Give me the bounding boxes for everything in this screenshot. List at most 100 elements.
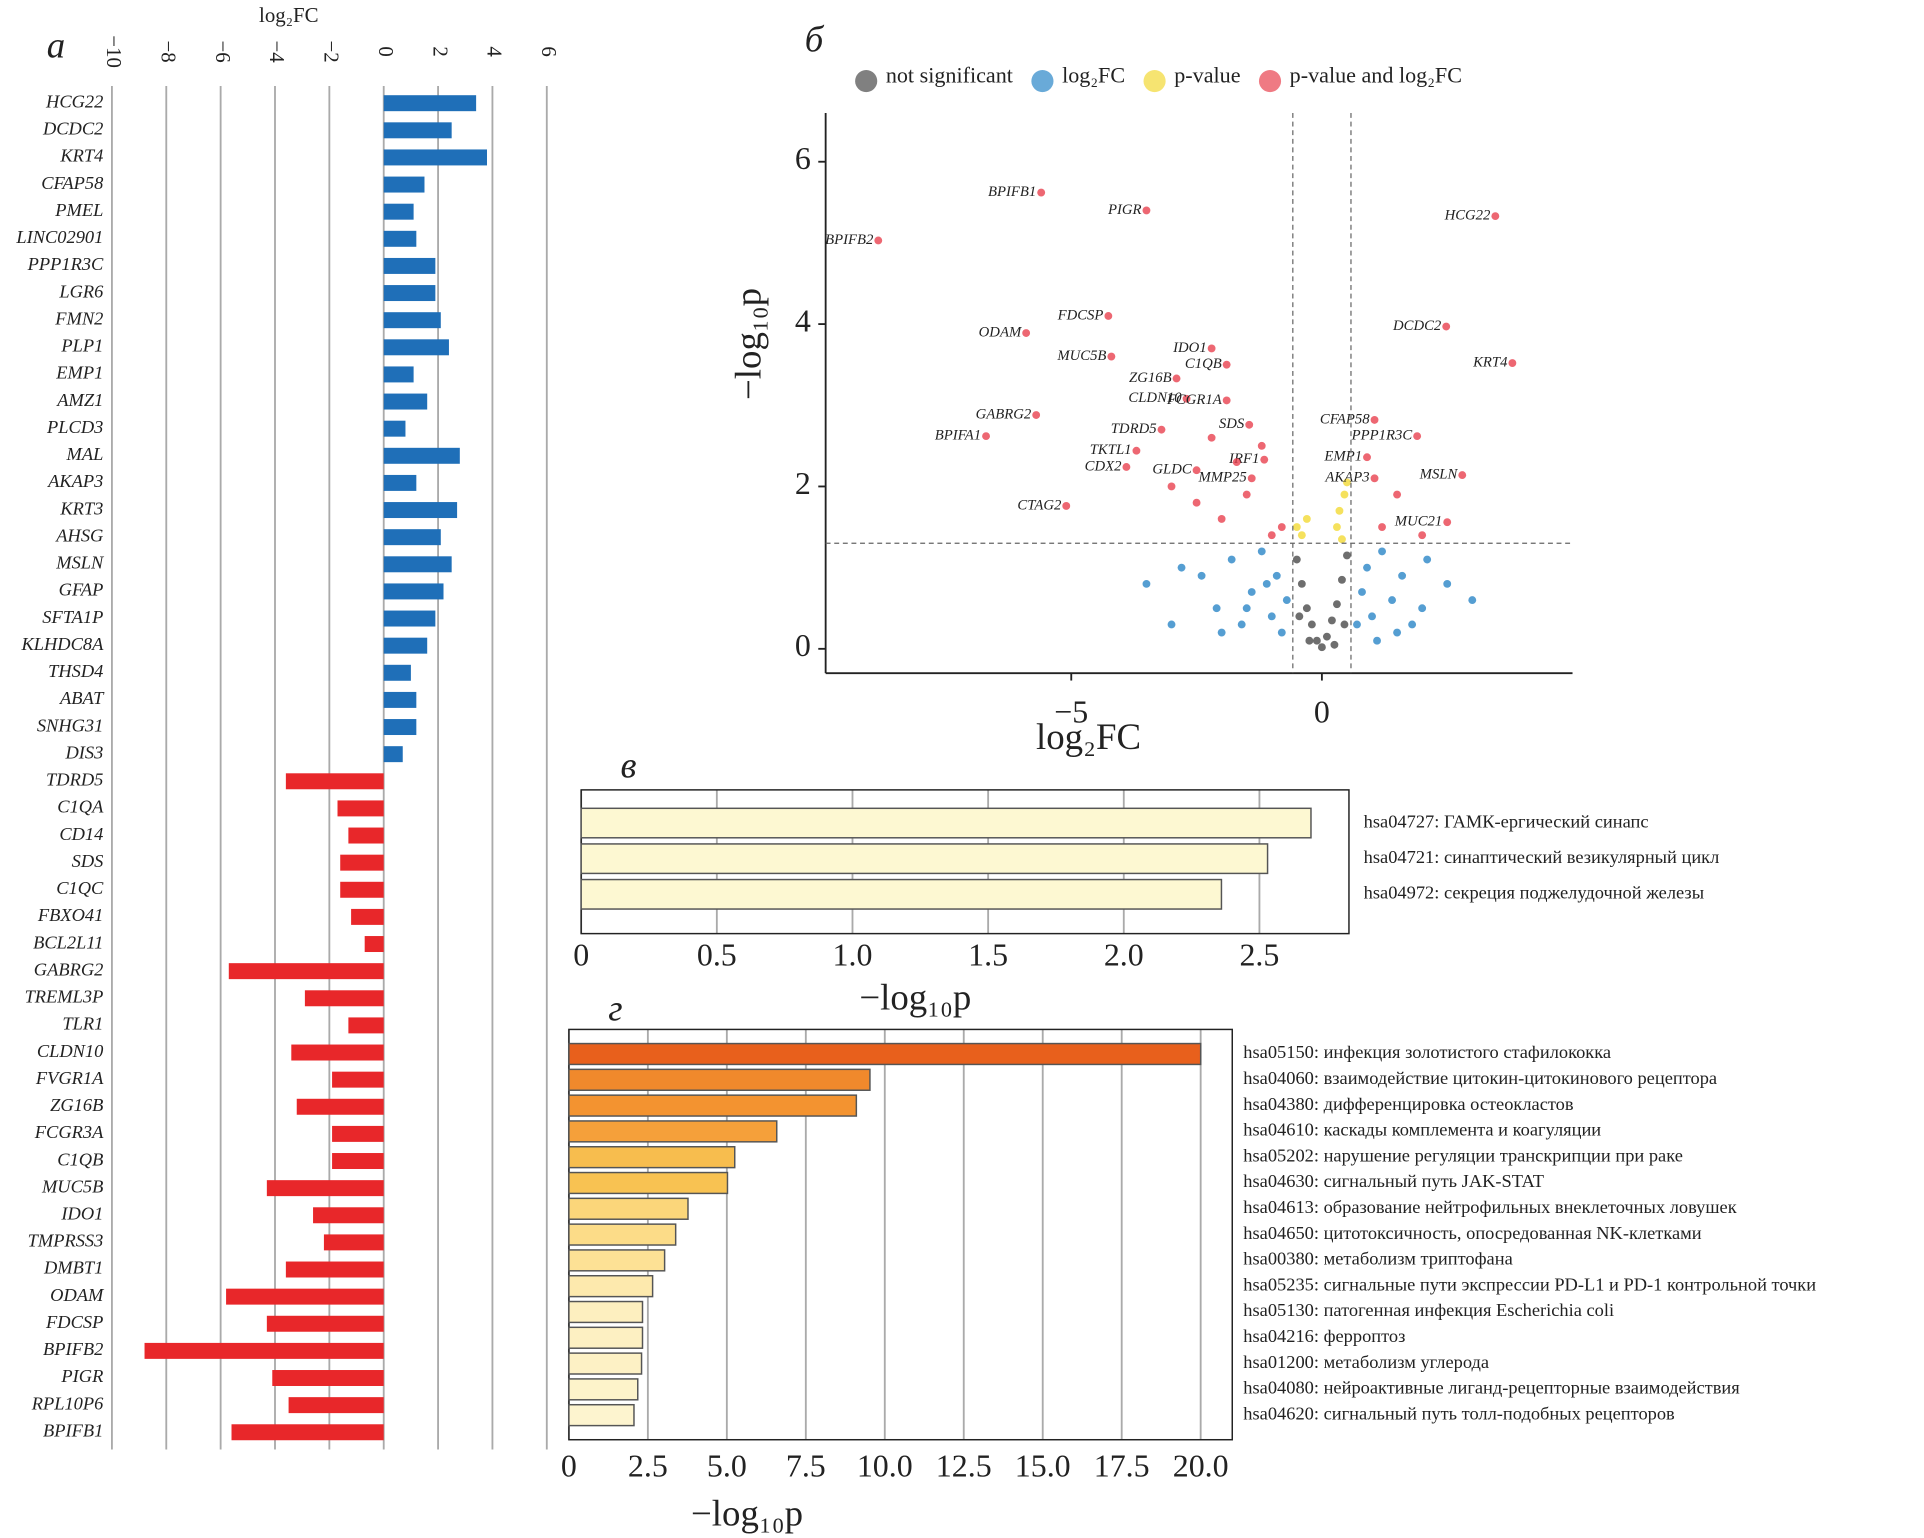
point <box>1398 571 1407 580</box>
point-label: PPP1R3C <box>1351 428 1413 444</box>
bar <box>568 1300 644 1324</box>
point <box>1297 531 1306 540</box>
bar <box>383 502 458 519</box>
x-tick-label: 4 <box>483 46 507 57</box>
bar <box>285 773 384 790</box>
category-label: hsa04630: сигнальный путь JAK-STAT <box>1243 1171 1544 1191</box>
point-label: PIGR <box>1107 202 1142 218</box>
category-label: KLHDC8A <box>20 634 104 654</box>
bar <box>272 1370 384 1386</box>
x-tick-label: 15.0 <box>1015 1449 1071 1484</box>
bar <box>226 1288 384 1305</box>
category-label: SDS <box>72 851 104 871</box>
point <box>1237 620 1246 629</box>
point <box>1292 555 1301 564</box>
legend-marker <box>1031 70 1054 93</box>
bar <box>568 1352 643 1375</box>
point-label: CLDN10 <box>1128 390 1182 406</box>
point <box>1177 563 1186 572</box>
point <box>1062 502 1071 510</box>
point <box>1142 206 1151 215</box>
point <box>1363 563 1371 572</box>
y-tick-label: 0 <box>795 628 811 663</box>
point <box>1037 188 1046 197</box>
point <box>1358 588 1366 596</box>
x-axis-title: −log₁₀p <box>859 977 971 1018</box>
x-tick-label: 0.5 <box>697 938 737 973</box>
point-label: CDX2 <box>1085 458 1122 474</box>
category-label: TREML3P <box>25 987 104 1007</box>
point <box>1353 620 1361 629</box>
x-tick-label: 1.5 <box>968 938 1008 973</box>
point <box>1267 531 1276 540</box>
point-label: C1QB <box>1185 356 1222 372</box>
category-label: hsa04216: ферроптоз <box>1243 1326 1405 1346</box>
category-label: BCL2L11 <box>33 932 103 952</box>
point <box>1245 420 1254 429</box>
category-label: FMN2 <box>54 308 103 328</box>
point <box>1132 446 1141 455</box>
category-label: PLP1 <box>60 336 103 356</box>
point <box>1302 604 1311 613</box>
bar <box>568 1249 666 1272</box>
category-label: EMP1 <box>55 363 103 383</box>
category-label: PLCD3 <box>46 417 103 437</box>
point <box>1207 344 1216 353</box>
point <box>1277 628 1286 637</box>
point-label: IDO1 <box>1172 340 1207 356</box>
point <box>1167 620 1176 629</box>
point <box>982 432 990 441</box>
category-label: C1QB <box>57 1149 103 1169</box>
point <box>1222 360 1231 369</box>
point-label: GLDC <box>1152 462 1191 478</box>
point <box>1267 612 1276 621</box>
point-label: TDRD5 <box>1111 421 1157 437</box>
category-label: DCDC2 <box>42 119 103 139</box>
bar <box>383 312 441 329</box>
x-tick-label: 1.0 <box>833 938 873 973</box>
x-tick-label: −2 <box>320 40 344 62</box>
bar <box>580 878 1223 910</box>
point <box>1207 433 1216 442</box>
point <box>1247 588 1256 596</box>
bar <box>383 691 417 708</box>
bar <box>383 176 425 193</box>
bar <box>285 1261 384 1278</box>
bar <box>383 230 417 247</box>
point <box>1338 575 1346 584</box>
category-label: IDO1 <box>60 1204 103 1224</box>
bar <box>568 1403 635 1427</box>
category-label: GABRG2 <box>34 959 104 979</box>
bar <box>383 366 414 383</box>
point <box>874 236 883 245</box>
x-tick-label: 6 <box>537 46 561 56</box>
x-tick-label: −4 <box>265 40 289 63</box>
point <box>1222 396 1231 405</box>
point <box>1370 415 1379 424</box>
point <box>1413 432 1422 441</box>
category-label: SFTA1P <box>42 607 103 627</box>
point-label: BPIFA1 <box>935 428 981 444</box>
bar <box>383 122 452 139</box>
x-tick-label: 20.0 <box>1173 1449 1229 1484</box>
bar <box>383 556 452 573</box>
point-label: MUC21 <box>1394 514 1442 530</box>
category-label: hsa04727: ГАМК-ергический синапс <box>1364 811 1649 831</box>
bar <box>304 990 384 1007</box>
x-tick-label: 12.5 <box>936 1449 992 1484</box>
bar <box>568 1197 689 1220</box>
category-label: hsa04620: сигнальный путь толл-подобных … <box>1243 1403 1675 1423</box>
category-label: BPIFB2 <box>43 1339 103 1359</box>
point <box>1277 523 1286 531</box>
category-label: hsa05202: нарушение регуляции транскрипц… <box>1243 1145 1683 1165</box>
point <box>1182 394 1191 403</box>
category-label: FVGR1A <box>35 1068 104 1088</box>
point <box>1378 547 1386 556</box>
point-label: FCGR1A <box>1166 392 1223 408</box>
point-label: CTAG2 <box>1017 497 1062 513</box>
point <box>1107 352 1116 361</box>
bar <box>568 1120 778 1143</box>
bar <box>568 1326 644 1349</box>
bar <box>288 1397 384 1414</box>
